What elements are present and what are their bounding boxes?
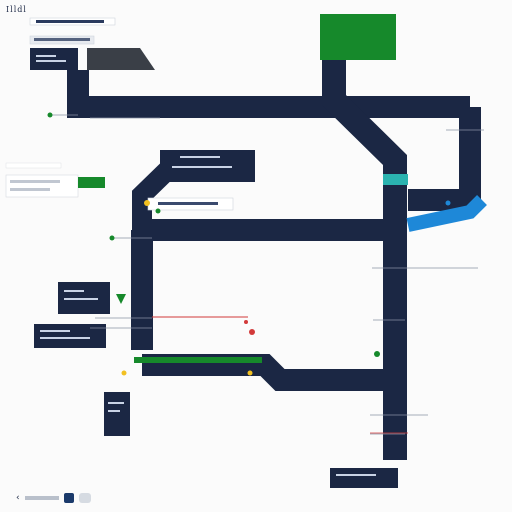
panel-left-3 (104, 392, 130, 436)
panel-bottom-right (330, 468, 398, 488)
header-strips (29, 17, 116, 45)
node-dot-icon (402, 199, 406, 203)
bottom-secondary-button[interactable] (78, 493, 91, 503)
page-title: Illdl (6, 5, 27, 14)
bottom-label-placeholder (24, 496, 59, 500)
top-left-tab-shape (87, 48, 155, 70)
top-left-panel (30, 48, 78, 70)
node-dot-icon (47, 112, 53, 118)
bottom-toolbar: ‹ (16, 489, 91, 507)
node-dot-icon (144, 200, 150, 206)
node-dot-icon (247, 370, 253, 376)
legend-box (5, 174, 79, 198)
pipe-network (67, 60, 481, 460)
node-dots (47, 112, 451, 376)
leader-lines (50, 114, 484, 435)
chevron-left-icon[interactable]: ‹ (16, 493, 20, 503)
pipe-diagonal (322, 60, 407, 460)
node-dot-icon (155, 208, 161, 214)
node-dot-icon (244, 320, 248, 324)
green-block (320, 14, 396, 60)
teal-valve (383, 174, 408, 185)
blue-pipe-segment (406, 195, 487, 232)
pipe-bottom (142, 354, 395, 391)
header-strip-2-text (34, 38, 90, 41)
node-dot-icon (374, 351, 380, 357)
pipe-top (67, 70, 470, 118)
pin-icon (116, 294, 126, 304)
legend-header (5, 162, 62, 169)
node-dot-icon (249, 329, 255, 335)
node-dot-icon (121, 370, 127, 376)
node-dot-icon (445, 200, 451, 206)
node-dot-icon (109, 235, 115, 241)
header-strip-1-text (36, 20, 104, 23)
pipe-right-upper (408, 107, 481, 211)
legend-green-swatch (78, 177, 105, 188)
bottom-action-button[interactable] (63, 493, 74, 503)
top-left-tab (30, 48, 155, 70)
